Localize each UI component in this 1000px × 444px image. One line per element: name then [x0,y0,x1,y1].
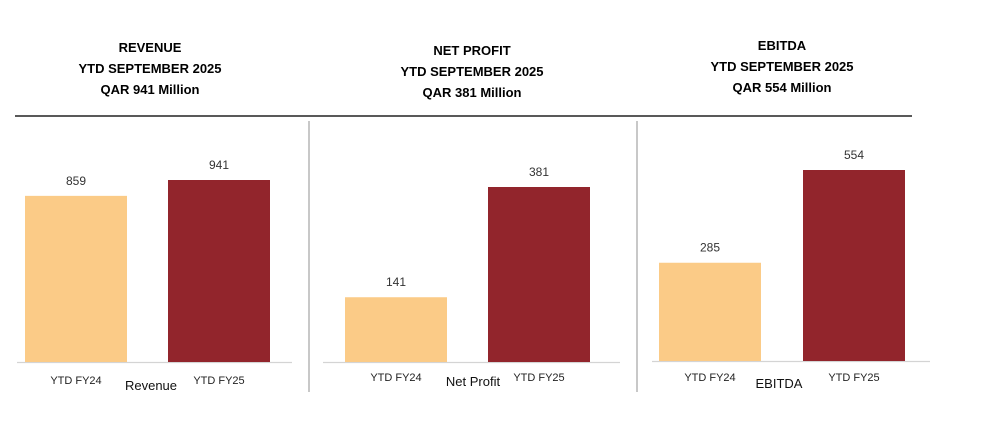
revenue-value-label-fy25: 941 [209,158,229,172]
ebitda-axis-title: EBITDA [756,376,803,391]
ebitda-header-line-1: EBITDA [758,38,807,53]
net-profit-axis-title: Net Profit [446,374,501,389]
net-profit-category-label-fy24: YTD FY24 [370,372,421,384]
net-profit-value-label-fy25: 381 [529,165,549,179]
net-profit-value-label-fy24: 141 [386,275,406,289]
ebitda-bar-fy25 [803,170,905,361]
net-profit-header-line-1: NET PROFIT [433,43,510,58]
ebitda-header-line-2: YTD SEPTEMBER 2025 [710,59,853,74]
revenue-bar-fy24 [25,195,127,362]
net-profit-bar-fy24 [345,297,447,362]
revenue-header-line-2: YTD SEPTEMBER 2025 [78,61,221,76]
ebitda-value-label-fy24: 285 [700,241,720,255]
ebitda-category-label-fy24: YTD FY24 [684,372,735,384]
ebitda-category-label-fy25: YTD FY25 [828,372,879,384]
net-profit-category-label-fy25: YTD FY25 [513,372,564,384]
revenue-category-label-fy25: YTD FY25 [193,375,244,387]
revenue-axis-title: Revenue [125,378,177,393]
ebitda-header-line-3: QAR 554 Million [733,80,832,95]
revenue-header-line-1: REVENUE [119,40,182,55]
revenue-value-label-fy24: 859 [66,174,86,188]
net-profit-header-line-2: YTD SEPTEMBER 2025 [400,64,543,79]
revenue-bar-fy25 [168,180,270,362]
revenue-header: REVENUE YTD SEPTEMBER 2025 QAR 941 Milli… [78,40,221,97]
revenue-category-label-fy24: YTD FY24 [50,375,101,387]
ebitda-bar-fy24 [659,262,761,361]
net-profit-header-line-3: QAR 381 Million [423,85,522,100]
ebitda-header: EBITDA YTD SEPTEMBER 2025 QAR 554 Millio… [710,38,853,95]
net-profit-bar-fy25 [488,187,590,362]
ebitda-value-label-fy25: 554 [844,148,864,162]
revenue-header-line-3: QAR 941 Million [101,82,200,97]
net-profit-header: NET PROFIT YTD SEPTEMBER 2025 QAR 381 Mi… [400,43,543,100]
bars-layer: 859 YTD FY24 941 YTD FY25 141 YTD FY24 381 YTD … [17,148,930,387]
